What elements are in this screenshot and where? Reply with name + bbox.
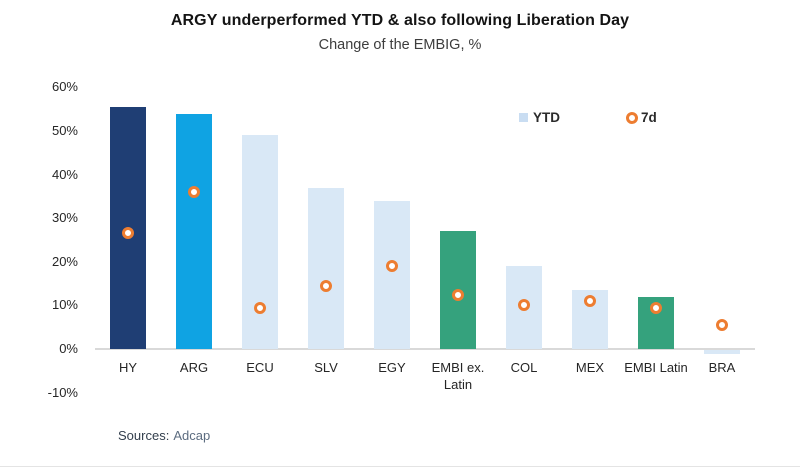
ytd-bar <box>242 135 278 349</box>
sources-label: Sources: <box>118 428 170 443</box>
ytd-bar <box>176 113 212 349</box>
chart-title: ARGY underperformed YTD & also following… <box>170 12 630 29</box>
y-tick-label: 40% <box>51 166 78 182</box>
legend-ytd-label: YTD <box>533 110 560 125</box>
y-tick-label: 0% <box>59 341 78 356</box>
x-tick-label: COL <box>510 360 538 375</box>
7d-marker <box>716 319 728 332</box>
legend-7d-label: 7d <box>641 110 657 125</box>
sources-note: Sources: Adcap <box>118 428 210 443</box>
7d-marker <box>254 301 266 314</box>
x-tick-label: MEX <box>575 360 605 375</box>
y-tick-label: 20% <box>51 253 78 269</box>
7d-marker <box>188 186 200 199</box>
ytd-bar <box>308 187 344 349</box>
7d-marker <box>518 299 530 312</box>
7d-marker <box>584 295 596 308</box>
chart-subtitle: Change of the EMBIG, % <box>318 37 482 53</box>
ytd-bar <box>374 200 410 349</box>
ytd-bar <box>704 350 740 355</box>
y-tick-label: 60% <box>51 79 78 95</box>
7d-marker <box>650 301 662 314</box>
7d-marker <box>122 227 134 240</box>
y-tick-label: 10% <box>51 297 78 313</box>
7d-marker <box>452 288 464 301</box>
7d-marker <box>386 260 398 273</box>
7d-ring-marker-icon <box>626 111 638 124</box>
legend-item-7d: 7d <box>626 110 657 125</box>
x-tick-label: EGY <box>378 360 406 375</box>
x-tick-label: ECU <box>246 360 274 375</box>
y-tick-label: 30% <box>51 210 78 226</box>
y-tick-label: -10% <box>47 384 78 400</box>
sources-value: Adcap <box>173 428 211 443</box>
x-axis-line <box>95 348 755 350</box>
chart-legend: YTD 7d <box>519 110 657 125</box>
7d-marker <box>320 279 332 292</box>
y-tick-label: 50% <box>51 123 78 138</box>
x-tick-label: HY <box>118 360 138 375</box>
x-tick-label: ARG <box>179 360 209 375</box>
legend-item-ytd: YTD <box>519 110 560 125</box>
x-tick-label: EMBI ex. Latin <box>431 360 485 392</box>
ytd-square-swatch-icon <box>519 113 528 122</box>
x-tick-label: EMBI Latin <box>624 360 688 375</box>
x-tick-label: BRA <box>708 360 736 375</box>
x-tick-label: SLV <box>314 360 338 375</box>
